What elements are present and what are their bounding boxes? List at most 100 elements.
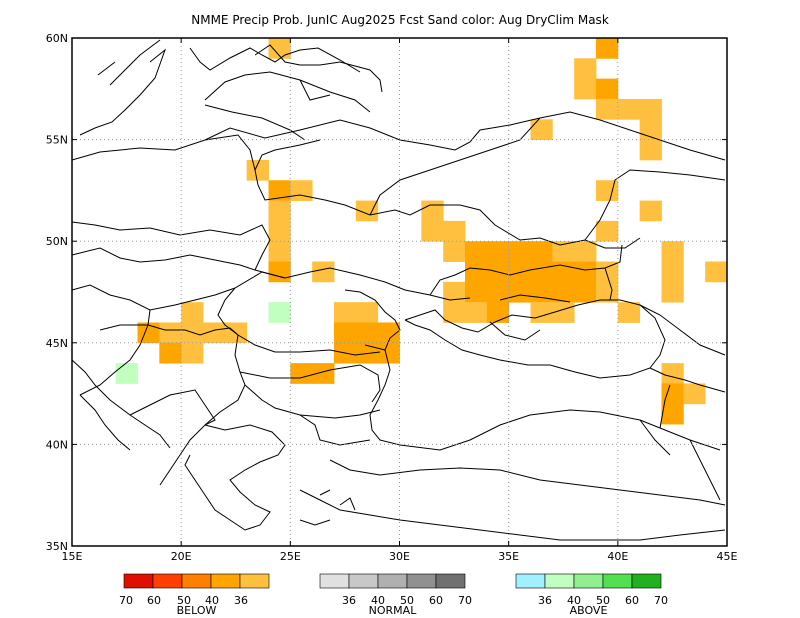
lat-lon-gridlines xyxy=(72,38,727,546)
forecast-cell xyxy=(268,200,291,222)
legend-tick-label: 40 xyxy=(371,594,385,607)
lon-tick-label: 15E xyxy=(62,550,83,563)
forecast-cell xyxy=(486,302,510,323)
forecast-cell xyxy=(268,180,291,201)
forecast-cell xyxy=(355,302,379,323)
lon-tick-label: 35E xyxy=(498,550,519,563)
forecast-cell xyxy=(421,220,444,242)
coastlines-and-borders xyxy=(71,39,726,541)
forecast-cell xyxy=(596,38,619,59)
legend-swatch xyxy=(210,573,241,589)
forecast-cell xyxy=(268,302,291,323)
legend-swatch xyxy=(435,573,466,589)
forecast-cell xyxy=(705,261,728,283)
forecast-cell xyxy=(465,241,488,262)
forecast-cell xyxy=(639,200,662,222)
legend-tick-label: 70 xyxy=(654,594,668,607)
forecast-cell xyxy=(181,302,204,323)
forecast-cell xyxy=(115,363,138,384)
forecast-cell xyxy=(574,281,597,303)
forecast-cell xyxy=(552,241,575,262)
legend-title: BELOW xyxy=(177,604,217,617)
forecast-cell xyxy=(443,281,466,303)
forecast-cell xyxy=(530,302,553,323)
forecast-cell xyxy=(465,302,488,323)
legend-swatch xyxy=(123,573,154,589)
forecast-cell xyxy=(203,322,226,344)
forecast-cell xyxy=(574,78,597,100)
legend-swatch xyxy=(515,573,546,589)
forecast-cell xyxy=(443,220,466,242)
legend-title: NORMAL xyxy=(369,604,418,617)
forecast-cells xyxy=(115,38,728,425)
forecast-cell xyxy=(268,220,291,242)
forecast-cell xyxy=(486,241,510,262)
legend-tick-label: 60 xyxy=(429,594,443,607)
forecast-cell xyxy=(268,38,291,59)
forecast-cell xyxy=(661,241,684,262)
forecast-cell xyxy=(486,281,510,303)
forecast-cell xyxy=(617,98,641,120)
forecast-cell xyxy=(574,241,597,262)
forecast-cell xyxy=(443,241,466,262)
forecast-cell xyxy=(574,58,597,80)
forecast-cell xyxy=(465,261,488,283)
legend-tick-label: 50 xyxy=(596,594,610,607)
forecast-cell xyxy=(465,281,488,303)
legend-swatch xyxy=(181,573,212,589)
forecast-cell xyxy=(312,363,335,384)
legend-bars: 70 60 50 40 36 BELOW 36 40 50 60 70 NORMAL 36 40 50 60 7… xyxy=(119,573,668,617)
legend-tick-label: 60 xyxy=(625,594,639,607)
forecast-cell xyxy=(574,261,597,283)
forecast-cell xyxy=(552,261,575,283)
lon-tick-label: 40E xyxy=(607,550,628,563)
legend-swatch xyxy=(319,573,350,589)
forecast-cell xyxy=(552,302,575,323)
forecast-cell xyxy=(290,180,313,201)
lat-tick-label: 55N xyxy=(46,134,68,147)
lat-tick-label: 40N xyxy=(46,438,68,451)
forecast-cell xyxy=(683,383,706,405)
forecast-cell xyxy=(443,302,466,323)
forecast-cell xyxy=(334,322,357,344)
legend-tick-label: 40 xyxy=(567,594,581,607)
legend-tick-label: 70 xyxy=(119,594,133,607)
lat-tick-label: 50N xyxy=(46,235,68,248)
legend-swatch xyxy=(631,573,662,589)
forecast-cell xyxy=(530,261,553,283)
forecast-cell xyxy=(355,200,379,222)
lon-tick-label: 45E xyxy=(717,550,738,563)
legend-tick-label: 40 xyxy=(205,594,219,607)
legend-tick-label: 36 xyxy=(234,594,248,607)
legend-tick-label: 36 xyxy=(342,594,356,607)
forecast-cell xyxy=(617,302,641,323)
legend-tick-label: 70 xyxy=(458,594,472,607)
forecast-cell xyxy=(268,241,291,262)
legend-swatch xyxy=(406,573,437,589)
map-title: NMME Precip Prob. JunIC Aug2025 Fcst San… xyxy=(191,13,609,27)
forecast-cell xyxy=(596,261,619,283)
legend-swatch xyxy=(377,573,408,589)
lat-tick-label: 60N xyxy=(46,32,68,45)
forecast-cell xyxy=(530,241,553,262)
forecast-cell xyxy=(181,342,204,364)
forecast-cell xyxy=(596,281,619,303)
legend-swatch xyxy=(602,573,633,589)
lon-tick-label: 30E xyxy=(389,550,410,563)
forecast-cell xyxy=(421,200,444,222)
forecast-cell xyxy=(552,281,575,303)
legend-swatch xyxy=(348,573,379,589)
forecast-cell xyxy=(596,220,619,242)
forecast-cell xyxy=(661,281,684,303)
forecast-cell xyxy=(661,403,684,425)
forecast-cell xyxy=(268,261,291,283)
legend-tick-label: 50 xyxy=(400,594,414,607)
lon-tick-label: 20E xyxy=(171,550,192,563)
forecast-cell xyxy=(159,322,182,344)
forecast-cell xyxy=(159,342,182,364)
legend-swatch xyxy=(544,573,575,589)
forecast-cell xyxy=(355,322,379,344)
axis-ticks: 15E 20E 25E 30E 35E 40E 45E 35N 40N 45N 50N 55N 60N xyxy=(46,32,738,563)
forecast-cell xyxy=(596,180,619,201)
